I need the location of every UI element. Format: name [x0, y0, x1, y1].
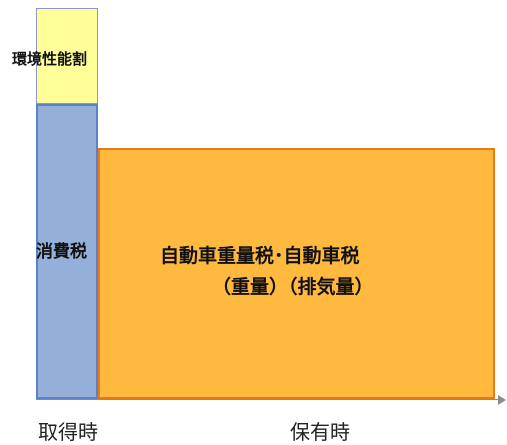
- time-axis-line: [36, 399, 502, 400]
- weight-and-vehicle-tax-box: [98, 148, 495, 399]
- environmental-performance-tax-box: [36, 8, 98, 104]
- environmental-performance-tax-label: 環境性能割: [12, 50, 88, 68]
- axis-label-ownership: 保有時: [290, 420, 350, 444]
- arrow-right-icon: [498, 395, 506, 405]
- consumption-tax-label: 消費税: [36, 242, 87, 262]
- axis-label-acquisition: 取得時: [38, 420, 98, 444]
- consumption-tax-box: [36, 104, 98, 399]
- weight-and-vehicle-tax-label: 自動車重量税･自動車税: [160, 245, 360, 267]
- weight-and-displacement-label: （重量）（排気量）: [212, 276, 374, 298]
